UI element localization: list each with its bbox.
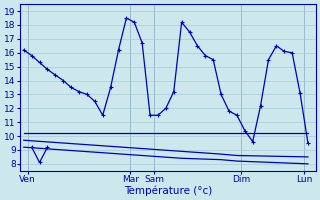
X-axis label: Température (°c): Température (°c): [124, 185, 212, 196]
